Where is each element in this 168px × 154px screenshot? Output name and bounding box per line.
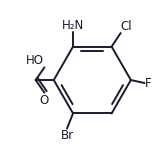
Text: HO: HO [26,54,44,67]
Text: O: O [39,94,48,107]
Text: Br: Br [60,129,74,142]
Text: Cl: Cl [121,20,132,33]
Text: F: F [144,77,151,89]
Text: H₂N: H₂N [62,18,84,32]
